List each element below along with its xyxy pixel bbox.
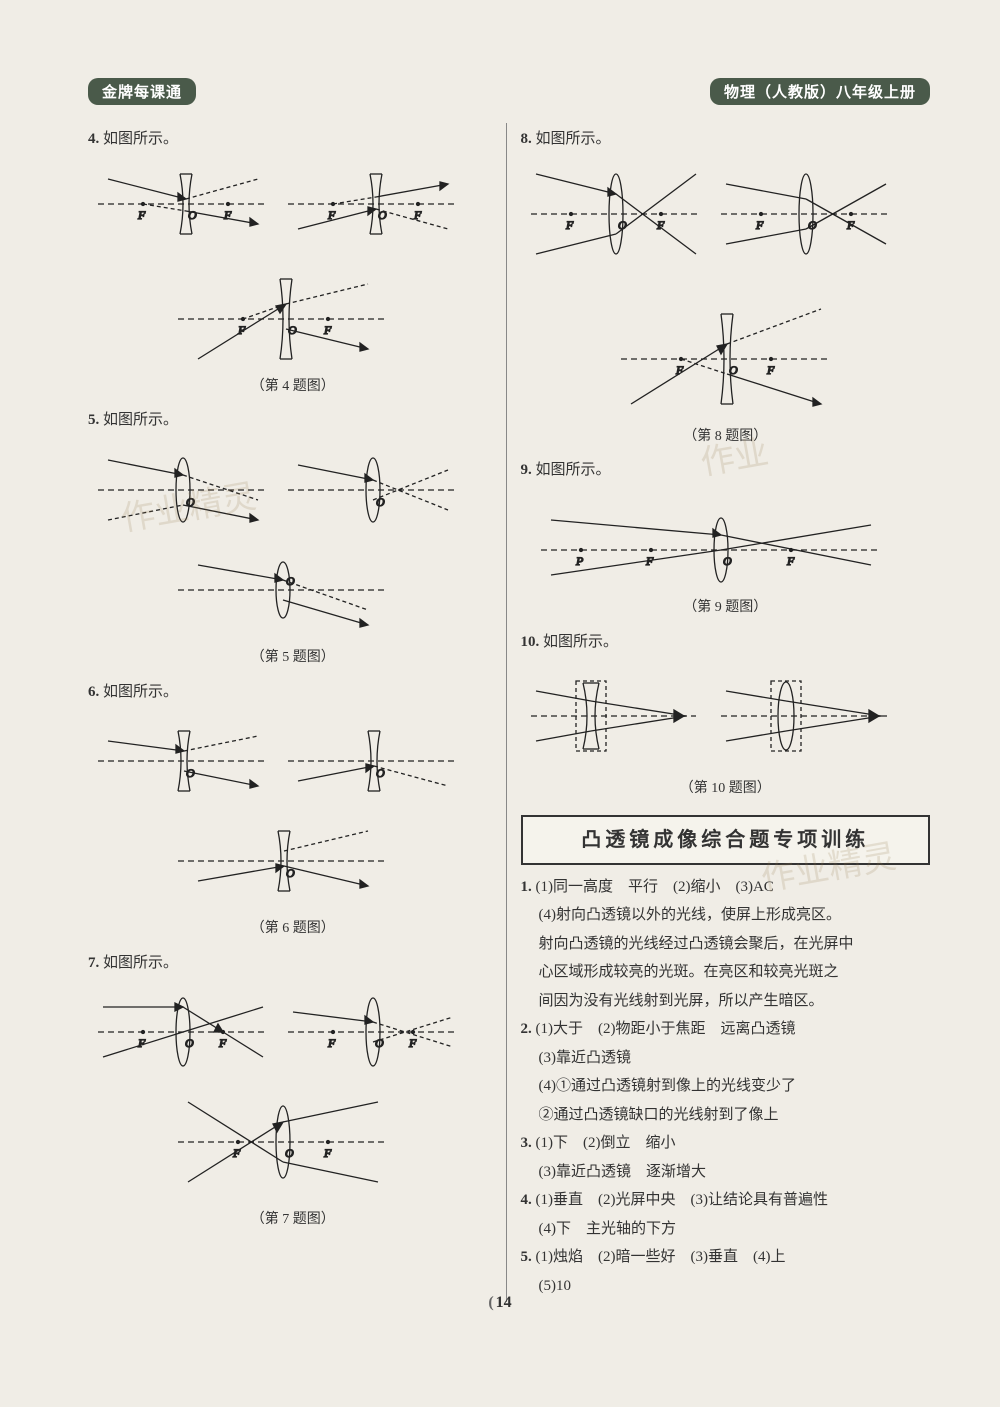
svg-text:P: P — [575, 554, 584, 568]
svg-text:F: F — [565, 218, 574, 232]
svg-text:O: O — [288, 323, 297, 337]
q10-line: 10. 如图所示。 — [521, 630, 931, 656]
q6-caption: （第 6 题图） — [88, 917, 498, 941]
svg-text:O: O — [618, 218, 627, 232]
q6-text: 如图所示。 — [103, 684, 178, 700]
svg-text:O: O — [808, 218, 817, 232]
q7-diagram: F O F F O F — [88, 982, 498, 1202]
svg-text:F: F — [232, 1146, 241, 1160]
answers-block: 1. (1)同一高度 平行 (2)缩小 (3)AC (4)射向凸透镜以外的光线，… — [521, 875, 931, 1300]
a1-l5: 间因为没有光线射到光屏，所以产生暗区。 — [521, 989, 931, 1015]
svg-text:F: F — [755, 218, 764, 232]
svg-text:F: F — [675, 363, 684, 377]
svg-text:O: O — [186, 766, 195, 780]
a4-l2: (4)下 主光轴的下方 — [521, 1217, 931, 1243]
a1-l4: 心区域形成较亮的光斑。在亮区和较亮光斑之 — [521, 960, 931, 986]
svg-text:O: O — [376, 495, 385, 509]
right-column: 8. 如图所示。 F O F — [506, 123, 931, 1302]
svg-text:F: F — [408, 1036, 417, 1050]
header-left: 金牌每课通 — [88, 78, 196, 105]
a2-l1: (1)大于 (2)物距小于焦距 远离凸透镜 — [536, 1021, 796, 1037]
q9-diagram: P F O F — [521, 490, 931, 590]
svg-text:O: O — [378, 208, 387, 222]
a2-l3: (4)①通过凸透镜射到像上的光线变少了 — [521, 1074, 931, 1100]
a4-l1: (1)垂直 (2)光屏中央 (3)让结论具有普遍性 — [536, 1192, 828, 1208]
a2-l4: ②通过凸透镜缺口的光线射到了像上 — [521, 1103, 931, 1129]
q6-diagram: O O O — [88, 711, 498, 911]
q10-diagram — [521, 661, 931, 771]
svg-text:F: F — [218, 1036, 227, 1050]
q5-text: 如图所示。 — [103, 412, 178, 428]
q7-line: 7. 如图所示。 — [88, 951, 498, 977]
a2-l2: (3)靠近凸透镜 — [521, 1046, 931, 1072]
q8-text: 如图所示。 — [536, 131, 611, 147]
a1-l3: 射向凸透镜的光线经过凸透镜会聚后，在光屏中 — [521, 932, 931, 958]
q4-caption: （第 4 题图） — [88, 375, 498, 399]
svg-text:F: F — [645, 554, 654, 568]
svg-text:F: F — [327, 208, 336, 222]
page-number: 14 — [0, 1294, 1000, 1312]
q9-line: 9. 如图所示。 — [521, 458, 931, 484]
svg-text:F: F — [766, 363, 775, 377]
q5-num: 5. — [88, 412, 99, 428]
q9-caption: （第 9 题图） — [521, 596, 931, 620]
a1-num: 1. — [521, 879, 532, 895]
q10-caption: （第 10 题图） — [521, 777, 931, 801]
svg-text:F: F — [137, 1036, 146, 1050]
q6-num: 6. — [88, 684, 99, 700]
svg-text:F: F — [786, 554, 795, 568]
q7-text: 如图所示。 — [103, 955, 178, 971]
q8-num: 8. — [521, 131, 532, 147]
svg-text:O: O — [723, 554, 732, 568]
svg-text:O: O — [286, 574, 295, 588]
svg-text:F: F — [137, 208, 146, 222]
q8-line: 8. 如图所示。 — [521, 127, 931, 153]
q5-caption: （第 5 题图） — [88, 646, 498, 670]
a5-num: 5. — [521, 1249, 532, 1265]
svg-text:O: O — [285, 1146, 294, 1160]
q6-line: 6. 如图所示。 — [88, 680, 498, 706]
a1-l2: (4)射向凸透镜以外的光线，使屏上形成亮区。 — [521, 903, 931, 929]
q4-line: 4. 如图所示。 — [88, 127, 498, 153]
q8-caption: （第 8 题图） — [521, 425, 931, 449]
svg-text:O: O — [375, 1036, 384, 1050]
a5-l1: (1)烛焰 (2)暗一些好 (3)垂直 (4)上 — [536, 1249, 786, 1265]
svg-text:O: O — [186, 495, 195, 509]
section-title: 凸透镜成像综合题专项训练 — [521, 815, 931, 865]
header-right: 物理（人教版）八年级上册 — [710, 78, 930, 105]
q10-text: 如图所示。 — [543, 634, 618, 650]
a3-num: 3. — [521, 1135, 532, 1151]
a2-num: 2. — [521, 1021, 532, 1037]
q4-num: 4. — [88, 131, 99, 147]
a1-l1: (1)同一高度 平行 (2)缩小 (3)AC — [536, 879, 774, 895]
svg-text:F: F — [327, 1036, 336, 1050]
q4-text: 如图所示。 — [103, 131, 178, 147]
q7-num: 7. — [88, 955, 99, 971]
svg-text:F: F — [237, 323, 246, 337]
q4-diagram: F O F F O F — [88, 159, 498, 369]
q7-caption: （第 7 题图） — [88, 1208, 498, 1232]
svg-text:O: O — [286, 866, 295, 880]
svg-text:F: F — [223, 208, 232, 222]
q5-line: 5. 如图所示。 — [88, 408, 498, 434]
a3-l2: (3)靠近凸透镜 逐渐增大 — [521, 1160, 931, 1186]
svg-text:O: O — [188, 208, 197, 222]
svg-text:O: O — [729, 363, 738, 377]
q9-text: 如图所示。 — [536, 462, 611, 478]
svg-text:F: F — [656, 218, 665, 232]
page-header: 金牌每课通 物理（人教版）八年级上册 — [88, 78, 930, 105]
svg-text:F: F — [323, 323, 332, 337]
left-column: 4. 如图所示。 F O — [88, 123, 506, 1302]
q8-diagram: F O F F O F — [521, 159, 931, 419]
svg-text:O: O — [185, 1036, 194, 1050]
a3-l1: (1)下 (2)倒立 缩小 — [536, 1135, 676, 1151]
a4-num: 4. — [521, 1192, 532, 1208]
svg-text:F: F — [846, 218, 855, 232]
svg-text:O: O — [376, 766, 385, 780]
svg-text:F: F — [323, 1146, 332, 1160]
q5-diagram: O O O — [88, 440, 498, 640]
svg-text:F: F — [413, 208, 422, 222]
q10-num: 10. — [521, 634, 540, 650]
q9-num: 9. — [521, 462, 532, 478]
